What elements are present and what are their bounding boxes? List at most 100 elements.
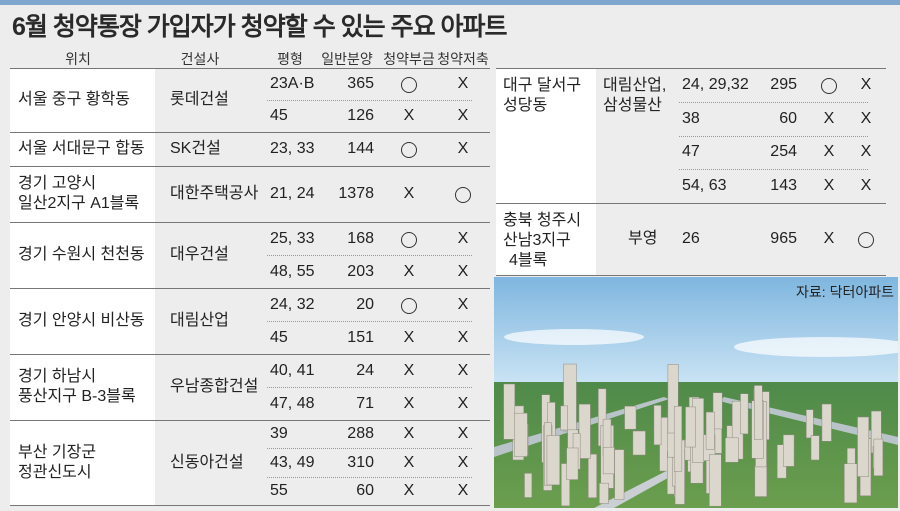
building-shape — [599, 482, 609, 504]
size-cell: 23A·B — [270, 75, 315, 92]
header-units: 일반분양 — [321, 51, 373, 67]
location-text: 부산 기장군 — [18, 443, 97, 461]
company-text: 대림산업, — [603, 77, 667, 94]
x-mark: X — [457, 75, 469, 92]
company-text: SK건설 — [170, 140, 221, 157]
x-mark: X — [457, 453, 469, 471]
location-text: 대구 달서구 — [503, 77, 582, 94]
building-shape — [614, 449, 625, 500]
building-shape — [561, 463, 570, 507]
size-cell: 25, 33 — [270, 229, 315, 247]
building-shape — [705, 411, 715, 450]
units-cell: 60 — [356, 481, 374, 499]
header-company: 건설사 — [180, 51, 220, 67]
circle-mark-icon — [858, 232, 874, 248]
building-shape — [566, 447, 579, 480]
circle-mark-icon — [401, 231, 417, 248]
location-text: 정관신도시 — [18, 463, 92, 481]
row-divider — [10, 222, 490, 223]
x-mark: X — [457, 394, 469, 412]
subrow-divider — [679, 169, 868, 171]
building-shape — [673, 406, 683, 472]
x-mark: X — [823, 109, 835, 127]
subrow-divider — [267, 255, 472, 256]
units-cell: 60 — [779, 109, 797, 127]
source-credit: 자료: 닥터아파트 — [796, 284, 894, 300]
location-text: 서울 서대문구 합동 — [18, 140, 145, 157]
location-text: 경기 수원시 천천동 — [18, 246, 145, 263]
page-title: 6월 청약통장 가입자가 청약할 수 있는 주요 아파트 — [12, 13, 508, 41]
units-cell: 24 — [356, 361, 374, 379]
x-mark: X — [457, 361, 469, 379]
size-cell: 48, 55 — [270, 262, 315, 280]
building-shape — [806, 409, 814, 439]
size-cell: 45 — [270, 328, 288, 346]
location-column-bg — [496, 68, 596, 275]
row-divider — [10, 288, 490, 289]
company-text: 대한주택공사 — [170, 185, 259, 202]
building-shape — [546, 435, 560, 486]
row-divider — [10, 166, 490, 167]
building-shape — [725, 437, 739, 463]
company-text: 우남종합건설 — [170, 378, 259, 395]
x-mark: X — [403, 262, 415, 280]
building-shape — [857, 416, 870, 477]
x-mark: X — [457, 140, 469, 157]
x-mark: X — [457, 328, 469, 346]
subrow-divider — [267, 476, 472, 478]
x-mark: X — [403, 185, 415, 202]
building-shape — [560, 405, 569, 431]
units-cell: 310 — [347, 453, 374, 471]
building-shape — [873, 438, 884, 476]
top-accent-bar — [0, 0, 900, 5]
x-mark: X — [457, 295, 469, 313]
building-shape — [503, 383, 516, 440]
x-mark: X — [823, 143, 835, 161]
location-text: 성당동 — [503, 97, 548, 114]
building-shape — [653, 405, 662, 446]
company-text: 대우건설 — [170, 246, 229, 263]
units-cell: 71 — [356, 394, 374, 412]
units-cell: 20 — [356, 295, 374, 313]
row-divider — [10, 420, 490, 421]
x-mark: X — [823, 230, 835, 247]
size-cell: 47, 48 — [270, 394, 315, 412]
x-mark: X — [860, 75, 872, 93]
location-text: 풍산지구 B-3블록 — [18, 388, 136, 405]
size-cell: 40, 41 — [270, 361, 315, 379]
subrow-divider — [267, 448, 472, 450]
x-mark: X — [403, 361, 415, 379]
x-mark: X — [860, 109, 872, 127]
header-location: 위치 — [65, 51, 91, 67]
units-cell: 295 — [770, 75, 797, 93]
size-cell: 24, 29,32 — [682, 75, 749, 93]
units-cell: 965 — [770, 230, 797, 247]
size-cell: 26 — [682, 230, 700, 247]
x-mark: X — [403, 328, 415, 346]
building-shape — [753, 385, 763, 440]
circle-mark-icon — [401, 297, 417, 314]
row-divider — [10, 505, 490, 506]
building-shape — [844, 463, 858, 504]
size-cell: 45 — [270, 107, 288, 124]
building-shape — [514, 412, 528, 457]
building-shape — [712, 392, 723, 430]
company-text: 롯데건설 — [170, 91, 229, 108]
building-shape — [754, 464, 768, 497]
circle-mark-icon — [401, 77, 417, 93]
apartment-complex-photo — [494, 277, 898, 508]
row-divider — [496, 68, 886, 69]
size-cell: 39 — [270, 425, 288, 443]
x-mark: X — [860, 177, 872, 195]
building-shape — [685, 406, 696, 448]
row-divider — [496, 275, 886, 276]
building-shape — [821, 403, 832, 442]
subrow-divider — [679, 101, 868, 103]
row-divider — [10, 354, 490, 355]
units-cell: 168 — [347, 229, 374, 247]
building-shape — [624, 405, 637, 430]
location-text: 서울 중구 황학동 — [18, 91, 130, 108]
company-text: 부영 — [628, 230, 658, 247]
units-cell: 151 — [347, 328, 374, 346]
building-shape — [740, 393, 749, 435]
